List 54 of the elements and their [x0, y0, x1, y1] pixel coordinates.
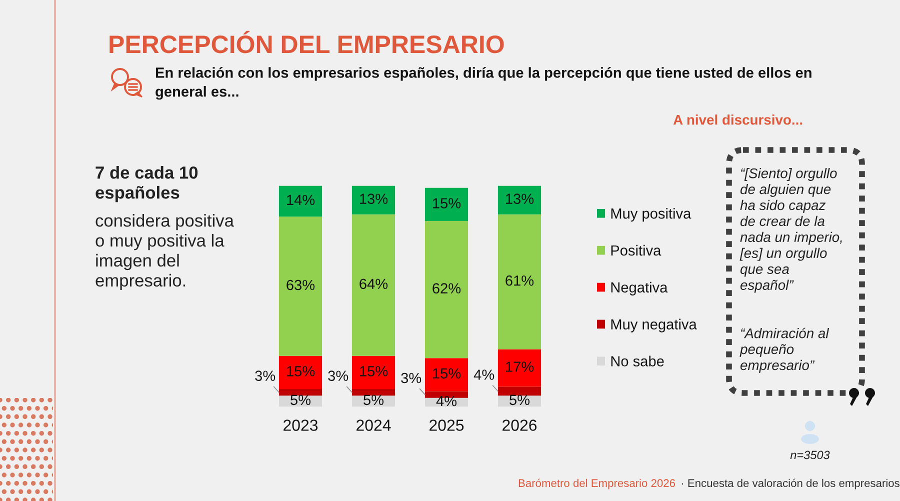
data-label: 15% — [433, 198, 461, 208]
data-label: 15% — [287, 366, 315, 376]
text: considera positiva o muy positiva la imagen del empresario. — [96, 214, 234, 290]
bar — [278, 389, 322, 396]
data-label: 3% — [255, 370, 276, 381]
bar — [352, 356, 396, 390]
text: · Encuesta de valoración de los empresarios — [682, 478, 900, 490]
data-label: 17% — [506, 362, 534, 372]
x-tick-label: 2024 — [356, 420, 391, 431]
legend-label: Negativa — [611, 282, 668, 296]
bar — [278, 216, 322, 356]
text: “[Siento] orgullo de alguien que ha sido capaz de crear de la nada un imperio, [es] un orgullo que sea español” — [740, 168, 842, 293]
legend-label: Muy positiva — [611, 208, 692, 222]
bar — [498, 214, 542, 350]
bar — [424, 188, 468, 222]
legend-label: Muy negativa — [611, 318, 697, 332]
data-label: 63% — [286, 280, 315, 290]
text: Barómetro del Empresario 2026 — [518, 478, 675, 490]
bar — [352, 186, 396, 214]
bar — [498, 186, 542, 214]
text: n=3503 — [790, 450, 830, 460]
text: “Admiración al pequeño empresario” — [740, 328, 830, 373]
x-tick-label: 2026 — [502, 420, 537, 431]
data-label: 62% — [432, 283, 461, 294]
data-label: 5% — [290, 394, 311, 406]
data-label: 15% — [360, 366, 388, 376]
text: A nivel discursivo... — [673, 114, 802, 125]
legend-label: No sabe — [611, 356, 664, 366]
chart-title: PERCEPCIÓN DEL EMPRESARIO — [110, 30, 504, 54]
bar — [352, 214, 396, 356]
bar — [424, 358, 468, 392]
bar — [278, 356, 322, 390]
data-label: 3% — [401, 372, 422, 384]
data-label: 3% — [328, 370, 348, 381]
bar — [278, 186, 322, 217]
legend-label: Positiva — [611, 244, 662, 256]
data-label: 4% — [474, 370, 494, 380]
data-label: 64% — [360, 278, 388, 290]
chart-subtitle: En relación con los empresarios españoles, diría que la percepción que tiene usted de ellos en general es... — [156, 67, 812, 100]
x-tick-label: 2025 — [430, 420, 464, 431]
text: 7 de cada 10 españoles — [96, 166, 198, 202]
bar — [352, 389, 396, 396]
bar — [424, 221, 468, 358]
data-label: 13% — [506, 194, 534, 204]
data-label: 5% — [364, 394, 384, 406]
data-label: 4% — [436, 396, 457, 406]
x-tick-label: 2023 — [284, 420, 318, 431]
data-label: 61% — [506, 275, 534, 286]
bar — [498, 386, 542, 396]
data-label: 14% — [287, 194, 315, 206]
data-label: 13% — [360, 194, 388, 204]
bar — [498, 349, 542, 387]
data-label: 15% — [433, 368, 461, 379]
data-label: 5% — [510, 394, 530, 406]
